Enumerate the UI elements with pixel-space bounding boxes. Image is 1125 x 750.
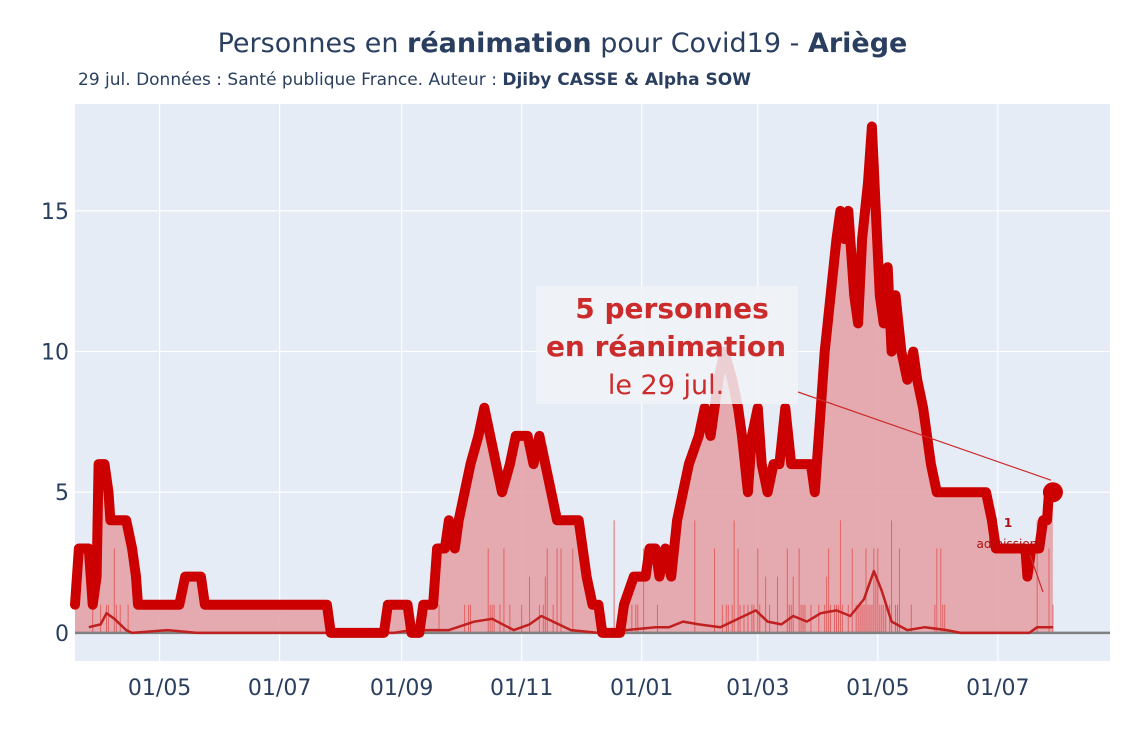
x-tick-label: 01/01: [610, 676, 673, 701]
x-tick-label: 01/03: [726, 676, 789, 701]
gridlines: [75, 104, 1110, 661]
annotation-line2: en réanimation: [546, 330, 786, 363]
last-point-marker: [1042, 482, 1063, 503]
annotation-line3: le 29 jul.: [608, 370, 724, 401]
series-layer: [70, 121, 1110, 638]
admissions-line: [88, 569, 1053, 635]
x-tick-label: 01/05: [128, 676, 191, 701]
reanimation-area: [75, 126, 1053, 633]
annotation-arrow: [797, 391, 1052, 481]
x-tick-label: 01/07: [966, 676, 1029, 701]
admissions-arrow: [1029, 554, 1044, 593]
y-tick-label-5: 5: [55, 481, 69, 506]
reanimation-line: [70, 121, 1058, 638]
x-tick-label: 01/09: [370, 676, 433, 701]
y-tick-label-10: 10: [41, 341, 69, 366]
x-tick-label: 01/05: [846, 676, 909, 701]
annotation-box: [536, 286, 798, 404]
admissions-count: 1: [1004, 516, 1012, 530]
y-axis: 0 5 10 15: [41, 200, 69, 647]
y-tick-label-0: 0: [55, 622, 69, 647]
annotation-line1: 5 personnes: [575, 292, 769, 325]
x-axis: 01/05 01/07 01/09 01/11 01/01 01/03 01/05 01/07: [128, 676, 1030, 701]
x-tick-label: 01/11: [490, 676, 553, 701]
chart-title: Personnes en réanimation pour Covid19 - …: [217, 28, 908, 59]
annotation-layer: 5 personnes en réanimation le 29 jul. 1 …: [536, 286, 1052, 593]
chart-subtitle: 29 jul. Données : Santé publique France.…: [78, 70, 751, 90]
y-tick-label-15: 15: [41, 200, 69, 225]
x-tick-label: 01/07: [248, 676, 311, 701]
admissions-label: admissions: [976, 537, 1043, 551]
